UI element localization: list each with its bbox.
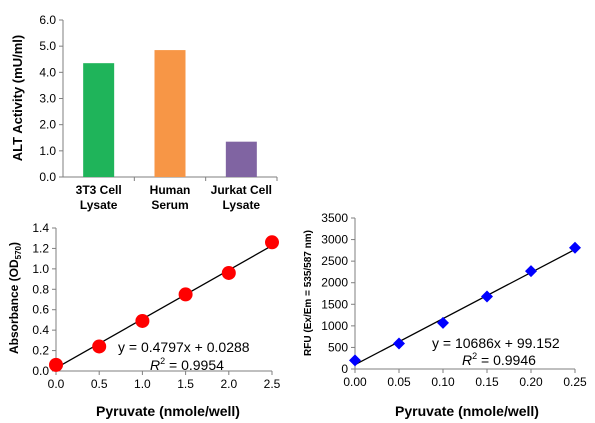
- bar-y-tick-label: 3.0: [39, 92, 56, 106]
- bar: [83, 63, 115, 177]
- fluorescence-trendline: [354, 248, 576, 366]
- absorbance-x-tick-label: 2.5: [264, 377, 281, 391]
- absorbance-point: [49, 357, 63, 372]
- absorbance-x-tick-label: 0.5: [91, 377, 108, 391]
- fluorescence-x-tick-label: 0.15: [475, 375, 499, 389]
- bar-category-label: Human: [150, 183, 191, 197]
- bar-category-label: Serum: [151, 198, 188, 212]
- bar-category-label: Jurkat Cell: [211, 183, 272, 197]
- absorbance-r2: R2 = 0.9954: [150, 356, 224, 373]
- fluorescence-point: [393, 337, 405, 350]
- absorbance-point: [265, 235, 279, 250]
- fluorescence-x-tick-label: 0.05: [387, 375, 411, 389]
- absorbance-x-tick-label: 2.0: [220, 377, 237, 391]
- absorbance-point: [221, 265, 236, 280]
- fluorescence-x-tick-label: 0.20: [519, 375, 543, 389]
- bar-category-label: Lysate: [80, 198, 118, 212]
- fluorescence-x-tick-label: 0.10: [431, 375, 455, 389]
- fluorescence-x-axis-label: Pyruvate (nmole/well): [395, 403, 539, 419]
- bar-y-tick-label: 1.0: [39, 144, 56, 158]
- absorbance-y-tick-label: 1.0: [32, 262, 49, 276]
- fluorescence-point: [525, 265, 537, 278]
- fluorescence-chart: 0 500 1000 1500 2000 2500 3000 3500 0.00 0.05 0.10…: [303, 211, 587, 419]
- absorbance-x-tick-label: 0.0: [48, 377, 65, 391]
- bar-category-label: Lysate: [223, 198, 261, 212]
- bar-chart: ALT Activity (mU/ml) 0.0 1.0 2.0 3.0 4.0 5.0 6…: [10, 13, 278, 212]
- absorbance-r2-value: = 0.9954: [165, 357, 224, 373]
- bar-y-tick-label: 0.0: [39, 170, 56, 184]
- absorbance-y-tick-label: 0.6: [32, 303, 49, 317]
- bar-y-tick-label: 6.0: [39, 13, 56, 27]
- absorbance-r2-label: R: [150, 357, 160, 373]
- bar: [154, 50, 186, 177]
- bar: [225, 141, 257, 177]
- bar-y-tick-label: 5.0: [39, 39, 56, 53]
- fluorescence-r2-sup: 2: [472, 351, 477, 361]
- absorbance-point: [135, 313, 150, 328]
- absorbance-y-label-main: Absorbance (OD: [7, 259, 21, 354]
- absorbance-y-tick-label: 1.2: [32, 241, 49, 255]
- fluorescence-x-tick-label: 0.25: [563, 375, 587, 389]
- bar-y-tick-label: 4.0: [39, 65, 56, 79]
- absorbance-point: [92, 339, 107, 354]
- absorbance-y-tick-label: 1.4: [32, 221, 49, 235]
- bar-y-axis-label: ALT Activity (mU/ml): [10, 35, 25, 161]
- fluorescence-x-tick-label: 0.00: [343, 375, 367, 389]
- absorbance-chart: 0.0 0.2 0.4 0.6 0.8 1.0 1.2 1.4 0.0 0.5 1.0 1.5 2.0 2…: [7, 221, 281, 419]
- absorbance-y-axis-label: Absorbance (OD570): [7, 242, 23, 354]
- fluorescence-r2: R2 = 0.9946: [462, 351, 536, 368]
- absorbance-y-label-close: ): [7, 242, 21, 246]
- fluorescence-point: [349, 354, 361, 367]
- absorbance-r2-sup: 2: [160, 356, 165, 366]
- absorbance-y-tick-label: 0.8: [32, 282, 49, 296]
- absorbance-equation: y = 0.4797x + 0.0288: [118, 339, 250, 355]
- fluorescence-y-tick-label: 3000: [321, 233, 348, 247]
- absorbance-y-tick-label: 0.0: [32, 364, 49, 378]
- fluorescence-y-tick-label: 1000: [321, 319, 348, 333]
- absorbance-x-tick-label: 1.0: [134, 377, 151, 391]
- absorbance-x-tick-label: 1.5: [177, 377, 194, 391]
- fluorescence-r2-label: R: [462, 352, 472, 368]
- absorbance-x-axis-label: Pyruvate (nmole/well): [96, 403, 240, 419]
- fluorescence-y-axis-label: RFU (Ex/Em = 535/587 nm): [303, 230, 314, 356]
- fluorescence-point: [569, 241, 581, 254]
- fluorescence-y-tick-label: 2500: [321, 254, 348, 268]
- fluorescence-point: [481, 290, 493, 303]
- absorbance-point: [178, 287, 193, 302]
- fluorescence-point: [437, 316, 449, 329]
- bar-y-tick-label: 2.0: [39, 118, 56, 132]
- bar-category-label: 3T3 Cell: [76, 183, 122, 197]
- absorbance-y-tick-label: 0.2: [32, 344, 49, 358]
- fluorescence-y-tick-label: 500: [328, 340, 348, 354]
- fluorescence-equation: y = 10686x + 99.152: [432, 335, 560, 351]
- absorbance-trendline: [55, 244, 273, 369]
- fluorescence-r2-value: = 0.9946: [477, 352, 536, 368]
- fluorescence-y-tick-label: 1500: [321, 297, 348, 311]
- fluorescence-y-tick-label: 2000: [321, 276, 348, 290]
- fluorescence-y-tick-label: 0: [341, 362, 348, 376]
- fluorescence-y-tick-label: 3500: [321, 211, 348, 225]
- absorbance-y-tick-label: 0.4: [32, 323, 49, 337]
- absorbance-y-label-sub: 570: [14, 245, 23, 259]
